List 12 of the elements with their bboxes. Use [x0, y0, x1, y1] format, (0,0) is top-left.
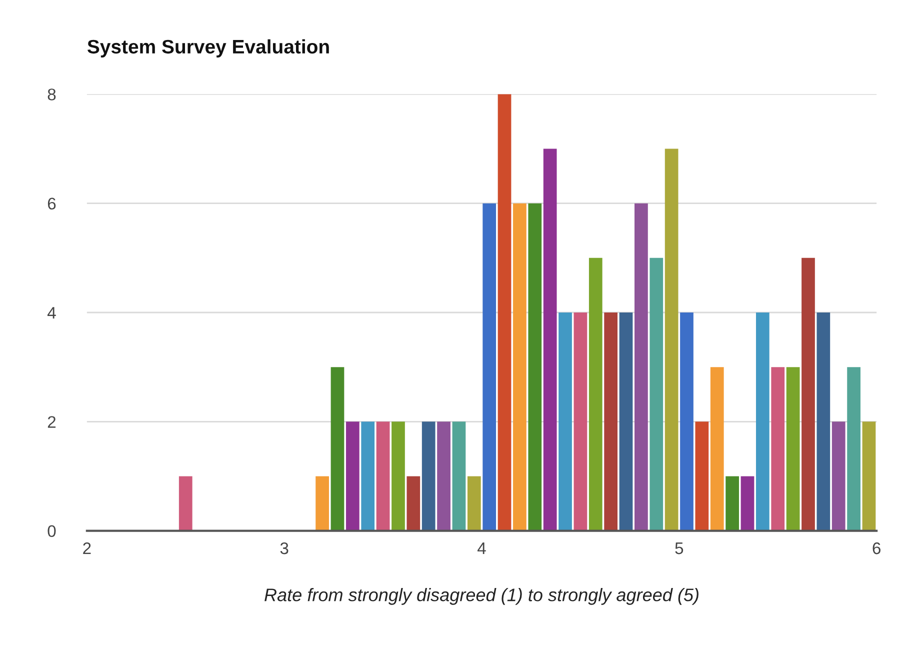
x-tick-label: 5 — [675, 542, 684, 554]
x-tick-label: 4 — [477, 542, 486, 554]
chart-title: System Survey Evaluation — [87, 39, 329, 58]
y-tick-label: 4 — [47, 307, 56, 319]
x-tick-label: 6 — [872, 542, 880, 554]
y-tick-label: 0 — [48, 525, 56, 538]
y-tick-label: 6 — [48, 198, 56, 210]
x-axis-title: Rate from strongly disagreed (1) to strongly agreed (5) — [264, 588, 698, 605]
y-tick-label: 8 — [48, 88, 56, 100]
x-tick-label: 2 — [83, 542, 91, 554]
y-tick-label: 2 — [48, 416, 56, 428]
x-tick-label: 3 — [280, 542, 288, 554]
